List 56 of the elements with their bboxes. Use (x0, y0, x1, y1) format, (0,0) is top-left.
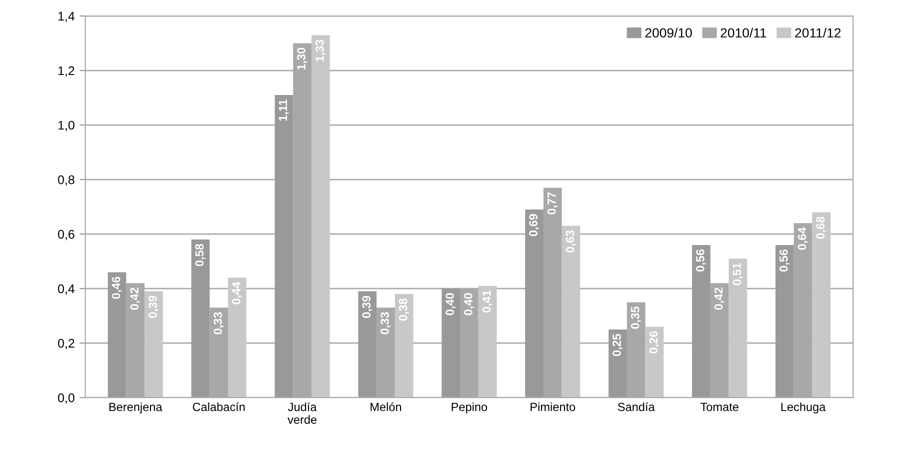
bar (191, 240, 210, 398)
data-label: 0,77 (547, 192, 558, 214)
data-label: 0,40 (446, 293, 456, 316)
bar (478, 286, 497, 398)
data-label: 0,39 (362, 296, 372, 318)
bar (144, 291, 163, 398)
x-tick-label: Pimiento (530, 402, 576, 412)
bar (108, 272, 126, 398)
legend-label: 2010/11 (720, 28, 766, 38)
x-tick-label: Calabacín (192, 402, 245, 412)
bar (525, 210, 544, 398)
data-label: 0,46 (112, 276, 122, 299)
bar (228, 278, 246, 398)
x-tick-label: Melón (370, 402, 402, 412)
y-tick-label: 0,2 (58, 338, 74, 350)
data-label: 0,64 (798, 227, 808, 250)
x-tick-label: Berenjena (109, 402, 162, 414)
data-label: 0,40 (464, 293, 474, 316)
y-tick-label: 1,4 (58, 12, 75, 22)
y-tick-label: 1,0 (58, 120, 74, 132)
y-tick-label: 0,6 (58, 230, 74, 240)
data-label: 0,35 (630, 306, 641, 329)
bar (311, 35, 330, 398)
data-label: 0,56 (779, 249, 790, 272)
x-tick-label: Lechuga (781, 402, 826, 414)
bar (274, 95, 294, 398)
y-tick-label: 0,8 (58, 175, 74, 186)
y-tick-label: 0,4 (58, 284, 75, 295)
data-label: 0,33 (380, 312, 391, 334)
data-label: 0,42 (130, 288, 140, 310)
data-label: 0,25 (612, 334, 623, 356)
bar (728, 258, 748, 398)
bar (692, 244, 710, 398)
bar (812, 212, 831, 398)
data-label: 0,58 (195, 244, 206, 266)
x-tick-label: Sandía (618, 402, 655, 412)
y-tick-label: 1,2 (58, 66, 74, 77)
bar (358, 291, 377, 398)
legend-label: 2011/12 (795, 28, 841, 38)
y-tick-label: 0,0 (58, 393, 74, 404)
data-label: 1,30 (297, 48, 308, 70)
bar (645, 326, 664, 398)
data-label: 0,33 (214, 312, 224, 334)
data-label: 0,69 (529, 214, 540, 236)
x-tick-label: Tomate (700, 402, 738, 412)
bar (608, 329, 627, 398)
bar (775, 244, 794, 398)
data-label: 0,56 (696, 249, 706, 272)
bar (442, 288, 460, 398)
legend-label: 2009/10 (645, 28, 692, 38)
data-label: 1,11 (278, 99, 289, 121)
bar (394, 294, 414, 398)
data-label: 0,42 (714, 288, 724, 310)
x-tick-label: Judía verde (288, 402, 317, 424)
bar (562, 226, 580, 398)
x-tick-label: Pepino (452, 402, 488, 414)
